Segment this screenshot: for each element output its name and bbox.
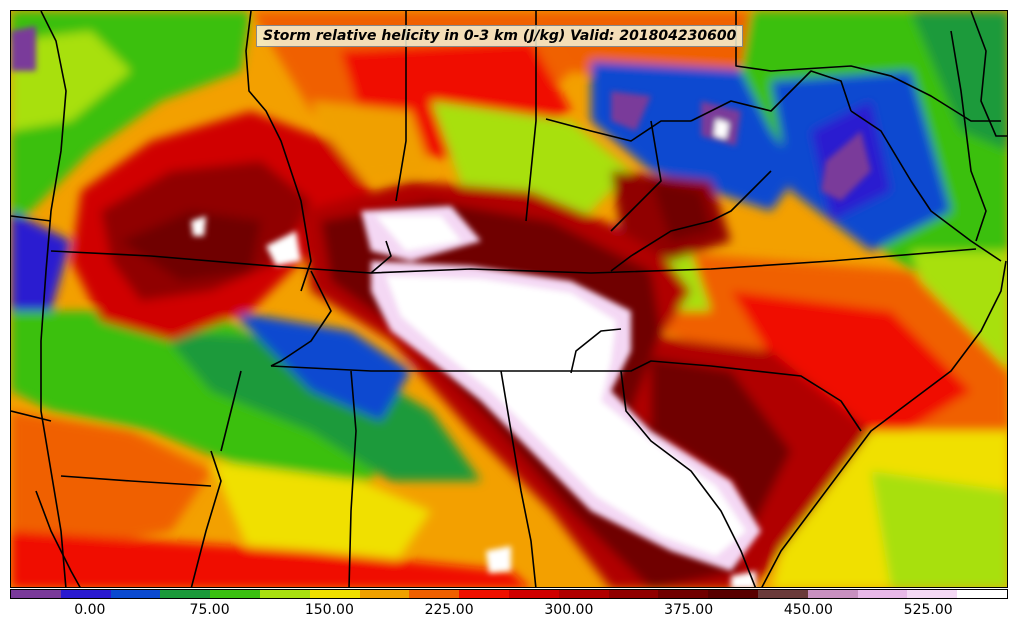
colorbar-segment bbox=[658, 590, 709, 598]
colorbar-segment bbox=[110, 590, 161, 598]
colorbar-segment bbox=[459, 590, 509, 598]
colorbar-tick-label: 0.00 bbox=[74, 602, 106, 618]
colorbar bbox=[10, 589, 1008, 599]
colorbar-segment bbox=[259, 590, 310, 598]
colorbar-segment bbox=[309, 590, 360, 598]
colorbar-segment bbox=[807, 590, 858, 598]
colorbar-segment bbox=[409, 590, 460, 598]
colorbar-segment bbox=[508, 590, 559, 598]
colorbar-tick-label: 525.00 bbox=[903, 602, 953, 618]
colorbar-segment bbox=[60, 590, 111, 598]
colorbar-segment bbox=[210, 590, 260, 598]
colorbar-segment bbox=[558, 590, 609, 598]
colorbar-segment bbox=[957, 590, 1007, 598]
colorbar-segment bbox=[708, 590, 758, 598]
helicity-field-map bbox=[11, 11, 1007, 587]
colorbar-tick-label: 450.00 bbox=[783, 602, 833, 618]
colorbar-tick-label: 225.00 bbox=[424, 602, 474, 618]
colorbar-segment bbox=[359, 590, 410, 598]
map-panel: Storm relative helicity in 0-3 km (J/kg)… bbox=[10, 10, 1008, 588]
colorbar-segment bbox=[907, 590, 958, 598]
map-title: Storm relative helicity in 0-3 km (J/kg)… bbox=[256, 25, 744, 47]
colorbar-segment bbox=[608, 590, 659, 598]
colorbar-tick-label: 75.00 bbox=[189, 602, 230, 618]
colorbar-segment bbox=[857, 590, 908, 598]
colorbar-tick-labels: 0.00 75.00 150.00 225.00 300.00 375.00 450.00 5… bbox=[10, 602, 1008, 624]
colorbar-tick-label: 300.00 bbox=[544, 602, 594, 618]
colorbar-segment bbox=[757, 590, 808, 598]
colorbar-tick-label: 375.00 bbox=[664, 602, 714, 618]
colorbar-segment bbox=[11, 590, 61, 598]
colorbar-segment bbox=[160, 590, 211, 598]
colorbar-tick-label: 150.00 bbox=[304, 602, 354, 618]
